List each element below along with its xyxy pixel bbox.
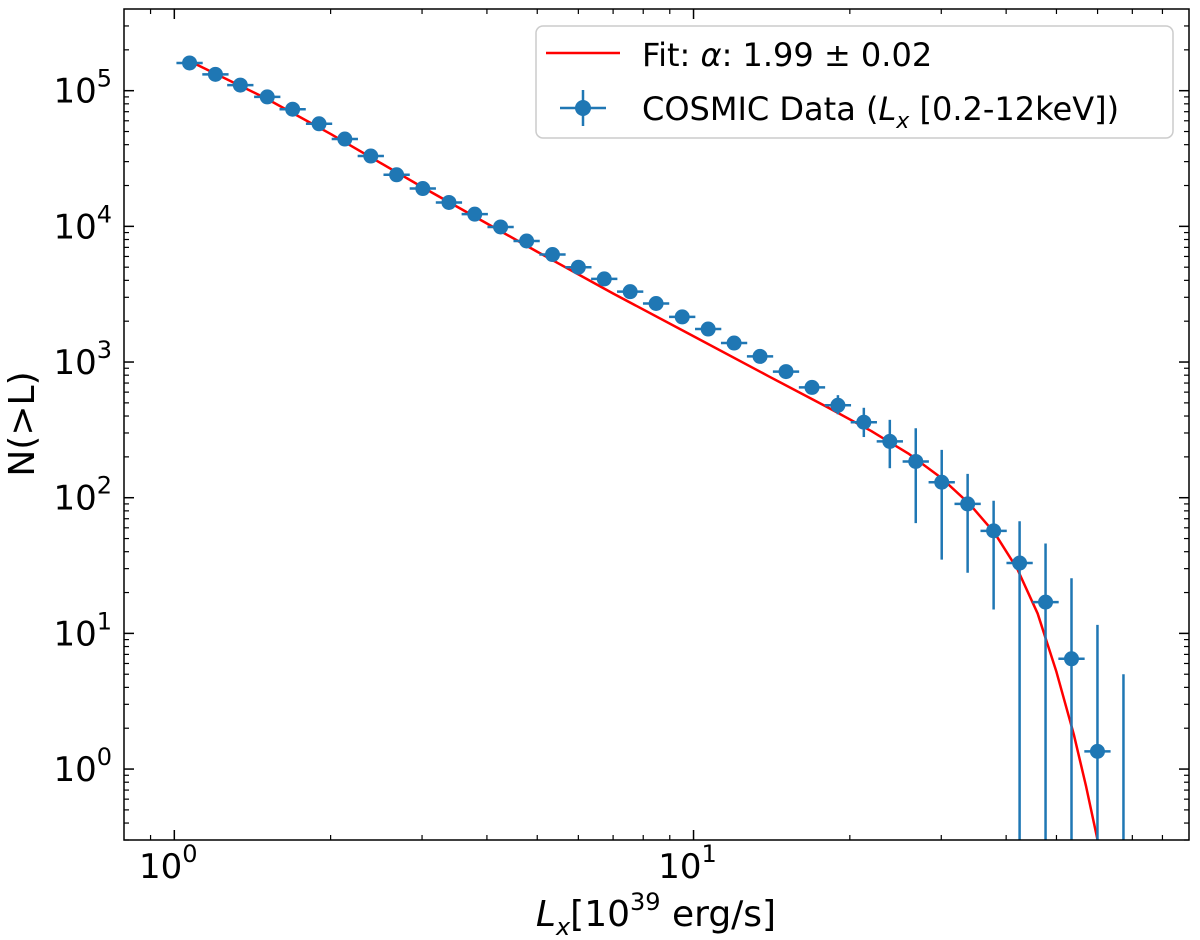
data-marker <box>285 101 301 117</box>
data-point <box>591 271 618 287</box>
data-marker <box>986 523 1002 539</box>
x-tick-label: 101 <box>658 840 717 887</box>
data-point <box>565 259 592 275</box>
y-axis-label: N(>L) <box>2 371 43 476</box>
data-marker <box>622 284 638 300</box>
y-tick-label: 105 <box>53 65 112 112</box>
data-marker <box>934 474 950 490</box>
data-point <box>487 219 514 235</box>
data-marker <box>415 181 431 197</box>
data-point <box>617 284 644 300</box>
data-point <box>980 500 1007 610</box>
data-marker <box>674 309 690 325</box>
data-layer <box>176 55 1125 840</box>
y-tick-labels: 100 101 102 103 104 105 <box>53 65 112 790</box>
y-tick-label: 104 <box>53 200 112 247</box>
data-marker <box>337 131 353 147</box>
y-tick-label: 103 <box>53 336 112 383</box>
data-marker <box>570 259 586 275</box>
data-marker <box>882 433 898 449</box>
data-point <box>279 101 306 117</box>
data-marker <box>519 233 535 249</box>
legend-data-swatch <box>560 90 606 126</box>
data-marker <box>311 116 327 132</box>
data-marker <box>441 194 457 210</box>
data-point <box>176 55 203 71</box>
data-point <box>824 395 852 415</box>
data-marker <box>908 453 924 469</box>
data-marker <box>207 66 223 82</box>
x-axis-label: Lx[1039 erg/s] <box>536 888 776 940</box>
legend-box <box>535 25 1174 139</box>
data-point <box>928 449 955 560</box>
plot-frame <box>123 8 1190 841</box>
x-tick-label: 100 <box>139 840 198 887</box>
data-marker <box>856 414 872 430</box>
data-marker <box>232 77 248 93</box>
legend: Fit: α: 1.99 ± 0.02 COSMIC Data (Lx [0.2… <box>535 25 1174 139</box>
data-marker <box>1064 651 1080 667</box>
data-point <box>1058 578 1085 840</box>
data-point <box>435 194 463 210</box>
data-point <box>305 116 333 132</box>
data-marker <box>752 348 768 364</box>
data-marker <box>1038 594 1054 610</box>
data-point <box>461 206 488 222</box>
data-marker <box>830 397 846 413</box>
major-ticks <box>124 9 1189 840</box>
data-point <box>720 335 748 351</box>
data-marker <box>363 148 379 164</box>
data-point <box>902 428 929 524</box>
data-point <box>539 247 566 263</box>
data-point <box>254 89 281 105</box>
data-point <box>357 148 384 164</box>
data-point <box>669 309 696 325</box>
data-marker <box>1089 743 1105 759</box>
data-point <box>746 348 774 364</box>
data-point <box>383 167 410 183</box>
data-point <box>642 296 670 312</box>
plot-area <box>124 9 1189 840</box>
data-marker <box>259 89 275 105</box>
legend-fit-label: Fit: α: 1.99 ± 0.02 <box>642 36 932 74</box>
data-marker <box>1012 555 1028 571</box>
data-point <box>850 407 877 438</box>
data-point <box>1006 521 1033 840</box>
data-point <box>409 181 436 197</box>
y-tick-label: 101 <box>53 607 112 654</box>
data-marker <box>726 335 742 351</box>
data-marker <box>648 296 664 312</box>
data-marker <box>804 379 820 395</box>
data-point <box>1084 624 1111 840</box>
data-point <box>202 66 229 82</box>
data-marker <box>544 247 560 263</box>
data-point <box>954 473 981 573</box>
y-tick-label: 102 <box>53 472 112 519</box>
data-marker <box>389 167 405 183</box>
data-marker <box>467 206 483 222</box>
data-point <box>513 233 540 249</box>
data-point <box>695 321 722 337</box>
x-tick-labels: 100 101 <box>139 840 717 887</box>
data-marker <box>596 271 612 287</box>
data-marker <box>700 321 716 337</box>
legend-data-label: COSMIC Data (Lx [0.2-12keV]) <box>642 90 1119 134</box>
y-tick-label: 100 <box>53 743 112 790</box>
data-marker <box>778 364 794 380</box>
data-point <box>798 379 826 395</box>
data-marker <box>182 55 198 71</box>
data-point <box>876 419 903 469</box>
data-point <box>1032 543 1059 840</box>
data-marker <box>960 496 976 512</box>
data-point <box>227 77 254 93</box>
data-marker <box>493 219 509 235</box>
data-point <box>331 131 358 147</box>
data-point <box>772 364 800 380</box>
